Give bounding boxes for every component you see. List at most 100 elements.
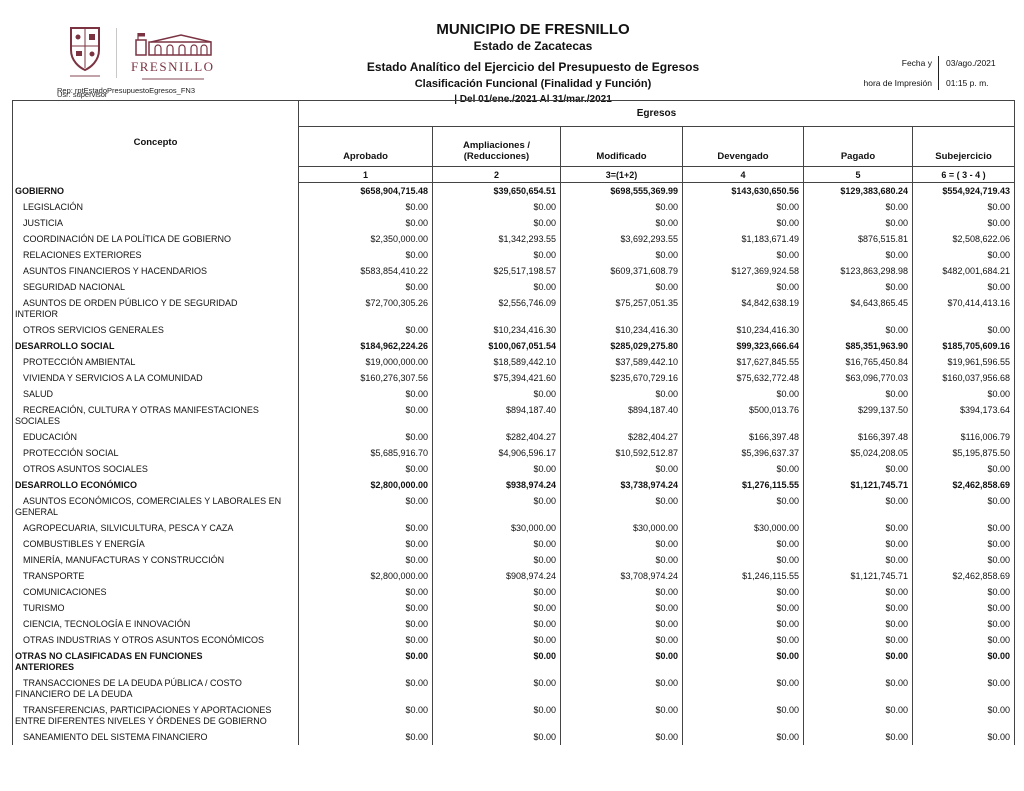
concept-cell: MINERÍA, MANUFACTURAS Y CONSTRUCCIÓN [13, 552, 299, 568]
table-row: PROTECCIÓN SOCIAL $5,685,916.70 $4,906,596… [13, 445, 1014, 461]
column-header-devengado: Devengado [683, 127, 804, 167]
value-cell: $235,670,729.16 [561, 370, 683, 386]
value-cell: $10,592,512.87 [561, 445, 683, 461]
egresos-group-header: Egresos [299, 101, 1014, 127]
print-date-value: 03/ago./2021 [946, 58, 996, 68]
value-cell: $299,137.50 [804, 402, 913, 429]
concept-cell: SANEAMIENTO DEL SISTEMA FINANCIERO [13, 729, 299, 745]
user-code: Usr: supervisor [57, 90, 108, 99]
value-cell: $0.00 [433, 461, 561, 477]
value-cell: $2,556,746.09 [433, 295, 561, 322]
report-title: Estado Analítico del Ejercicio del Presu… [366, 60, 700, 75]
concept-cell: PROTECCIÓN AMBIENTAL [13, 354, 299, 370]
concept-cell: SALUD [13, 386, 299, 402]
value-cell: $0.00 [683, 461, 804, 477]
table-row: ASUNTOS FINANCIEROS Y HACENDARIOS $583,85… [13, 263, 1014, 279]
value-cell: $0.00 [561, 247, 683, 263]
value-cell: $0.00 [804, 215, 913, 231]
value-cell: $0.00 [683, 600, 804, 616]
value-cell: $0.00 [561, 702, 683, 729]
table-row: COORDINACIÓN DE LA POLÍTICA DE GOBIERNO $… [13, 231, 1014, 247]
value-cell: $0.00 [299, 247, 433, 263]
value-cell: $5,024,208.05 [804, 445, 913, 461]
value-cell: $75,257,051.35 [561, 295, 683, 322]
concept-cell: COORDINACIÓN DE LA POLÍTICA DE GOBIERNO [13, 231, 299, 247]
concept-cell: CIENCIA, TECNOLOGÍA E INNOVACIÓN [13, 616, 299, 632]
value-cell: $0.00 [433, 632, 561, 648]
print-info-values: 03/ago./2021 01:15 p. m. [939, 56, 1016, 90]
value-cell: $0.00 [299, 729, 433, 745]
value-cell: $0.00 [804, 648, 913, 675]
value-cell: $0.00 [987, 324, 1010, 335]
value-cell: $0.00 [987, 281, 1010, 292]
table-row: CIENCIA, TECNOLOGÍA E INNOVACIÓN $0.00 $0.… [13, 616, 1014, 632]
value-cell: $30,000.00 [683, 520, 804, 536]
column-header-modificado: Modificado [561, 127, 683, 167]
column-header-pagado: Pagado [804, 127, 913, 167]
value-cell: $0.00 [561, 600, 683, 616]
value-cell: $0.00 [804, 247, 913, 263]
value-cell: $85,351,963.90 [804, 338, 913, 354]
report-code: Rep: rptEstadoPresupuestoEgresos_FN3 [57, 86, 195, 95]
print-info-labels: Fecha y hora de Impresión [863, 56, 938, 90]
value-cell: $0.00 [299, 386, 433, 402]
value-cell: $16,765,450.84 [804, 354, 913, 370]
table-row: SALUD $0.00 $0.00 $0.00 $0.00 $0.00 $0.00 [13, 386, 1014, 402]
concept-cell: DESARROLLO ECONÓMICO [13, 477, 299, 493]
value-cell: $0.00 [299, 215, 433, 231]
table-row: SANEAMIENTO DEL SISTEMA FINANCIERO $0.00 $… [13, 729, 1014, 745]
value-cell: $0.00 [683, 493, 804, 520]
value-cell: $0.00 [683, 552, 804, 568]
value-cell: $72,700,305.26 [299, 295, 433, 322]
table-header: Concepto Egresos Aprobado Ampliaciones /… [13, 101, 1014, 183]
concept-cell: COMUNICACIONES [13, 584, 299, 600]
value-cell: $0.00 [561, 279, 683, 295]
concept-cell: TURISMO [13, 600, 299, 616]
value-cell: $4,842,638.19 [683, 295, 804, 322]
concept-cell: SEGURIDAD NACIONAL [13, 279, 299, 295]
value-cell: $0.00 [804, 322, 913, 338]
value-cell: $0.00 [299, 648, 433, 675]
print-info-divider [938, 56, 939, 90]
concept-cell: TRANSPORTE [13, 568, 299, 584]
column-number-2: 2 [433, 167, 561, 183]
table-row: GOBIERNO $658,904,715.48 $39,650,654.51 $69… [13, 183, 1014, 199]
state-subtitle: Estado de Zacatecas [473, 39, 593, 54]
value-cell: $0.00 [299, 199, 433, 215]
value-cell: $0.00 [804, 536, 913, 552]
value-cell: $160,276,307.56 [299, 370, 433, 386]
value-cell: $894,187.40 [561, 402, 683, 429]
concept-cell: RECREACIÓN, CULTURA Y OTRAS MANIFESTACIO… [13, 402, 299, 429]
table-body: GOBIERNO $658,904,715.48 $39,650,654.51 $69… [13, 183, 1014, 745]
table-row: JUSTICIA $0.00 $0.00 $0.00 $0.00 $0.00 $0.00 [13, 215, 1014, 231]
value-cell: $0.00 [987, 731, 1010, 742]
value-cell: $0.00 [804, 632, 913, 648]
print-date-label: Fecha y [901, 58, 932, 68]
value-cell: $2,800,000.00 [299, 568, 433, 584]
value-cell: $75,394,421.60 [433, 370, 561, 386]
value-cell: $0.00 [299, 461, 433, 477]
concept-cell: OTROS ASUNTOS SOCIALES [13, 461, 299, 477]
value-cell: $282,404.27 [561, 429, 683, 445]
value-cell: $0.00 [433, 675, 561, 702]
concept-column-header: Concepto [13, 101, 299, 183]
classification-subtitle: Clasificación Funcional (Finalidad y Fun… [414, 77, 652, 90]
value-cell: $19,000,000.00 [299, 354, 433, 370]
value-cell: $166,397.48 [804, 429, 913, 445]
value-cell: $185,705,609.16 [942, 340, 1010, 351]
value-cell: $10,234,416.30 [433, 322, 561, 338]
value-cell: $0.00 [987, 677, 1010, 688]
table-row: SEGURIDAD NACIONAL $0.00 $0.00 $0.00 $0.00 $0… [13, 279, 1014, 295]
value-cell: $0.00 [433, 600, 561, 616]
table-row: AGROPECUARIA, SILVICULTURA, PESCA Y CAZA… [13, 520, 1014, 536]
column-number-6: 6 = ( 3 - 4 ) [913, 167, 1014, 183]
value-cell: $3,708,974.24 [561, 568, 683, 584]
concept-cell: RELACIONES EXTERIORES [13, 247, 299, 263]
value-cell: $0.00 [683, 584, 804, 600]
table-row: DESARROLLO ECONÓMICO $2,800,000.00 $938,97… [13, 477, 1014, 493]
value-cell: $0.00 [561, 632, 683, 648]
page-title: MUNICIPIO DE FRESNILLO [436, 21, 630, 38]
value-cell: $0.00 [433, 702, 561, 729]
table-row: VIVIENDA Y SERVICIOS A LA COMUNIDAD $160,… [13, 370, 1014, 386]
